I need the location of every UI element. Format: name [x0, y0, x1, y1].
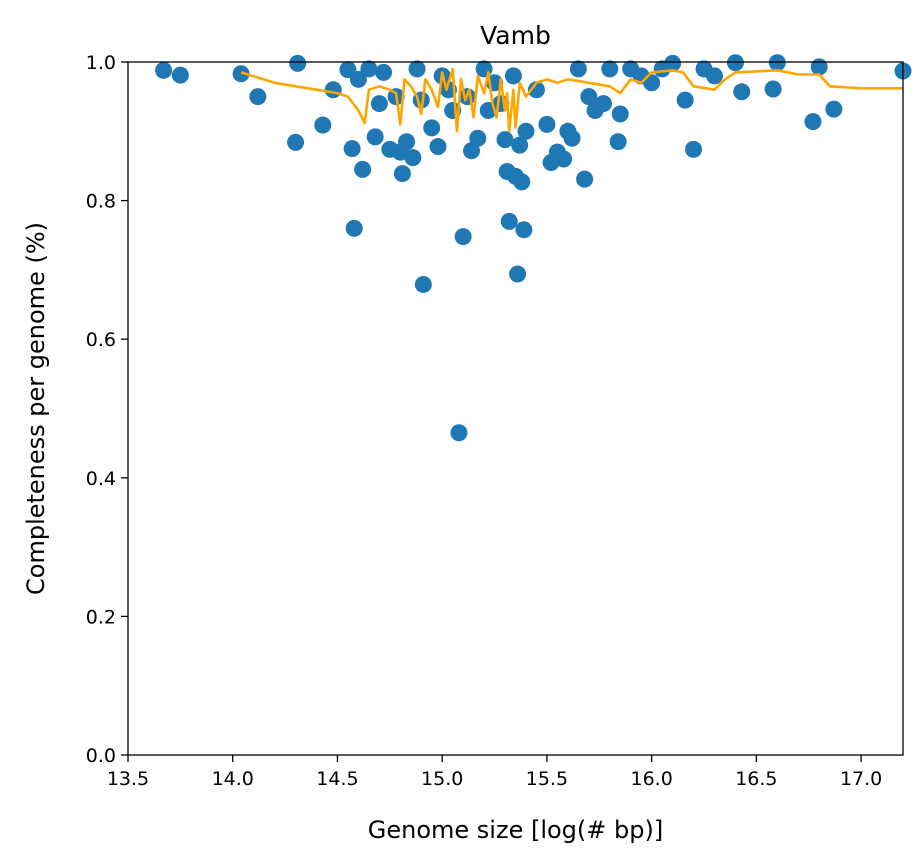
scatter-point-32 — [454, 228, 472, 246]
scatter-point-27 — [429, 138, 447, 156]
scatter-point-6 — [314, 116, 332, 134]
x-tick-label-7: 17.0 — [840, 768, 882, 790]
scatter-point-47 — [513, 173, 531, 191]
y-tick-label-1: 0.2 — [86, 606, 116, 628]
scatter-point-50 — [527, 81, 545, 99]
scatter-point-7 — [324, 81, 342, 99]
scatter-point-5 — [289, 54, 307, 72]
scatter-point-14 — [366, 128, 384, 146]
scatter-point-71 — [685, 140, 703, 158]
scatter-point-22 — [404, 149, 422, 167]
scatter-point-3 — [249, 88, 267, 106]
scatter-point-10 — [345, 219, 363, 237]
scatter-point-56 — [563, 129, 581, 147]
scatter-point-31 — [450, 424, 468, 442]
x-axis-ticks: 13.5 14.0 14.5 15.0 15.5 16.0 16.5 17.0 — [107, 755, 882, 790]
trend-line — [240, 67, 903, 133]
y-tick-label-2: 0.4 — [86, 468, 116, 490]
scatter-point-69 — [664, 54, 682, 72]
x-tick-label-2: 14.5 — [316, 768, 358, 790]
y-tick-label-4: 0.8 — [86, 191, 116, 213]
y-tick-label-5: 1.0 — [86, 52, 116, 74]
x-tick-label-6: 16.5 — [735, 768, 777, 790]
x-tick-label-3: 15.0 — [421, 768, 463, 790]
scatter-point-78 — [804, 113, 822, 131]
scatter-point-62 — [601, 60, 619, 78]
scatter-point-42 — [500, 212, 518, 230]
scatter-point-54 — [555, 150, 573, 168]
plot-frame — [127, 61, 904, 756]
scatter-point-79 — [810, 58, 828, 76]
scatter-point-2 — [232, 65, 250, 83]
scatter-point-15 — [370, 95, 388, 113]
y-axis-ticks: 0.0 0.2 0.4 0.6 0.8 1.0 — [86, 52, 128, 767]
scatter-point-46 — [511, 136, 529, 154]
scatter-point-16 — [375, 63, 393, 81]
scatter-point-61 — [594, 95, 612, 113]
scatter-point-76 — [764, 80, 782, 98]
scatter-point-13 — [360, 60, 378, 78]
scatter-point-1 — [171, 66, 189, 84]
scatter-point-11 — [349, 70, 367, 88]
x-tick-label-5: 16.0 — [630, 768, 672, 790]
scatter-point-57 — [569, 60, 587, 78]
scatter-point-20 — [393, 165, 411, 183]
scatter-point-35 — [469, 129, 487, 147]
scatter-point-75 — [733, 83, 751, 101]
scatter-point-67 — [643, 74, 661, 92]
scatter-point-43 — [504, 67, 522, 85]
scatter-point-49 — [517, 122, 535, 140]
scatter-point-74 — [726, 54, 744, 72]
scatter-points — [155, 54, 912, 442]
scatter-point-23 — [408, 60, 426, 78]
scatter-point-48 — [515, 221, 533, 239]
scatter-point-73 — [705, 67, 723, 85]
x-tick-label-4: 15.5 — [526, 768, 568, 790]
scatter-point-12 — [354, 160, 372, 178]
scatter-point-77 — [768, 54, 786, 72]
x-tick-label-0: 13.5 — [107, 768, 149, 790]
scatter-point-63 — [609, 133, 627, 151]
scatter-point-59 — [580, 88, 598, 106]
scatter-point-70 — [676, 91, 694, 109]
scatter-point-64 — [611, 105, 629, 123]
scatter-point-80 — [825, 100, 843, 118]
x-tick-label-1: 14.0 — [212, 768, 254, 790]
scatter-point-0 — [155, 61, 173, 79]
scatter-point-58 — [576, 170, 594, 188]
scatter-point-26 — [423, 119, 441, 137]
scatter-point-51 — [538, 115, 556, 133]
scatter-point-25 — [414, 275, 432, 293]
y-tick-label-0: 0.0 — [86, 745, 116, 767]
scatter-point-40 — [496, 131, 514, 149]
scatter-point-4 — [287, 133, 305, 151]
y-axis-label: Completeness per genome (%) — [22, 222, 50, 595]
chart-title: Vamb — [480, 21, 551, 50]
scatter-point-9 — [343, 140, 361, 158]
y-tick-label-3: 0.6 — [86, 329, 116, 351]
x-axis-label: Genome size [log(# bp)] — [368, 816, 663, 844]
scatter-point-45 — [509, 265, 527, 283]
scatter-point-21 — [398, 133, 416, 151]
data-marks — [155, 54, 912, 442]
